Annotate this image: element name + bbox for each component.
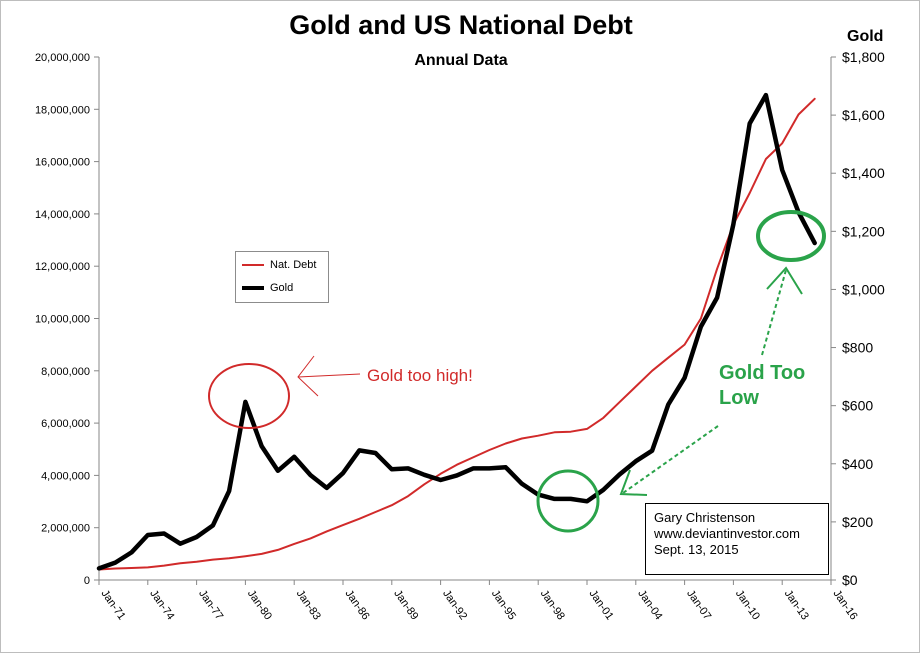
left-tick-label: 4,000,000 bbox=[41, 470, 90, 482]
x-tick-label: Jan-80 bbox=[245, 588, 274, 622]
chart-title: Gold and US National Debt bbox=[289, 10, 633, 40]
annotation-gold-too-high: Gold too high! bbox=[367, 366, 473, 385]
x-tick-label: Jan-95 bbox=[489, 588, 518, 622]
legend: Nat. Debt Gold bbox=[235, 251, 329, 303]
arrow-gold-too-low-up-head bbox=[766, 266, 803, 295]
arrow-gold-too-low-left-shaft bbox=[622, 425, 719, 494]
legend-item-debt: Nat. Debt bbox=[242, 258, 316, 272]
annotation-gold-too-low: Gold Too Low bbox=[719, 361, 805, 411]
left-tick-label: 6,000,000 bbox=[41, 418, 90, 430]
circle-gold-too-high bbox=[208, 363, 290, 429]
credit-name: Gary Christenson bbox=[654, 510, 756, 525]
circle-gold-too-low-2001 bbox=[536, 469, 600, 533]
right-tick-label: $800 bbox=[842, 340, 873, 356]
right-axis-title: Gold bbox=[847, 28, 884, 45]
credit-url: www.deviantinvestor.com bbox=[654, 526, 800, 541]
left-tick-label: 20,000,000 bbox=[35, 52, 90, 64]
credit-date: Sept. 13, 2015 bbox=[654, 542, 739, 557]
left-tick-label: 12,000,000 bbox=[35, 261, 90, 273]
credit-box: Gary Christenson www.deviantinvestor.com… bbox=[645, 503, 829, 575]
left-tick-label: 0 bbox=[84, 575, 90, 587]
x-tick-label: Jan-77 bbox=[196, 588, 225, 622]
right-tick-label: $1,000 bbox=[842, 281, 885, 297]
x-tick-label: Jan-13 bbox=[782, 588, 811, 622]
x-tick-label: Jan-74 bbox=[147, 588, 176, 622]
legend-label-debt: Nat. Debt bbox=[270, 259, 317, 271]
x-tick-label: Jan-07 bbox=[684, 588, 713, 622]
x-tick-label: Jan-98 bbox=[538, 588, 567, 622]
legend-label-gold: Gold bbox=[270, 282, 294, 294]
gold-series-line bbox=[96, 92, 817, 571]
right-tick-label: $400 bbox=[842, 456, 873, 472]
debt-series-line bbox=[98, 97, 816, 571]
x-tick-label: Jan-83 bbox=[294, 588, 323, 622]
right-tick-label: $1,400 bbox=[842, 165, 885, 181]
series-layer bbox=[96, 92, 817, 571]
legend-swatch-debt bbox=[242, 264, 264, 266]
x-tick-label: Jan-04 bbox=[635, 588, 664, 622]
chart-subtitle: Annual Data bbox=[414, 52, 508, 69]
left-tick-label: 14,000,000 bbox=[35, 209, 90, 221]
arrow-gold-too-high-head bbox=[297, 355, 319, 397]
arrow-gold-too-low-left-head bbox=[619, 469, 648, 496]
right-tick-label: $200 bbox=[842, 514, 873, 530]
x-tick-label: Jan-01 bbox=[587, 588, 616, 622]
x-tick-label: Jan-16 bbox=[831, 588, 860, 622]
left-tick-label: 8,000,000 bbox=[41, 366, 90, 378]
right-tick-label: $600 bbox=[842, 398, 873, 414]
arrow-gold-too-high-shaft bbox=[297, 373, 361, 378]
right-tick-label: $1,800 bbox=[842, 49, 885, 65]
x-tick-label: Jan-10 bbox=[733, 588, 762, 622]
right-tick-label: $0 bbox=[842, 572, 858, 588]
x-tick-label: Jan-89 bbox=[391, 588, 420, 622]
left-tick-label: 18,000,000 bbox=[35, 104, 90, 116]
annotation-gold-too-low-line1: Gold Too bbox=[719, 362, 806, 384]
left-tick-label: 2,000,000 bbox=[41, 523, 90, 535]
legend-swatch-gold bbox=[242, 286, 264, 290]
x-tick-label: Jan-86 bbox=[343, 588, 372, 622]
arrow-gold-too-low-up-shaft bbox=[761, 269, 787, 356]
legend-item-gold: Gold bbox=[242, 281, 293, 295]
annotation-gold-too-low-line2: Low bbox=[719, 387, 759, 409]
right-tick-label: $1,600 bbox=[842, 107, 885, 123]
annotation-shapes bbox=[208, 210, 826, 533]
circle-gold-too-low-2015 bbox=[756, 210, 826, 262]
left-tick-label: 10,000,000 bbox=[35, 314, 90, 326]
left-tick-label: 16,000,000 bbox=[35, 157, 90, 169]
x-tick-label: Jan-92 bbox=[440, 588, 469, 622]
right-tick-label: $1,200 bbox=[842, 223, 885, 239]
x-tick-label: Jan-71 bbox=[99, 588, 128, 622]
